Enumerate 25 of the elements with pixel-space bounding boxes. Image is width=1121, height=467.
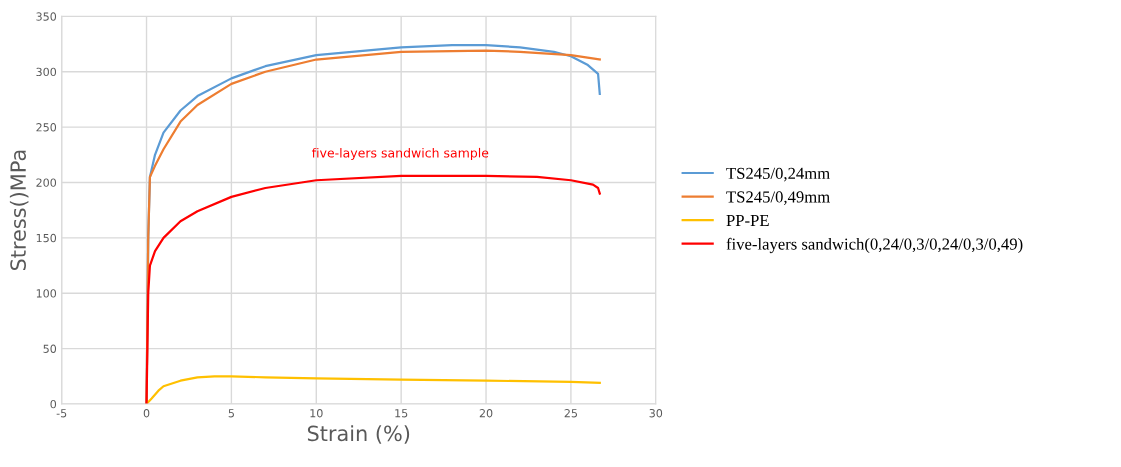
y-tick-label: 50 [43,344,57,353]
x-tick-label: 15 [395,409,408,418]
legend-label: PP-PE [726,215,769,226]
x-tick-label: 0 [143,409,150,418]
y-tick-label: 200 [36,178,57,187]
x-tick-label: 30 [649,409,663,418]
x-tick-label: 25 [564,409,578,418]
line-series [145,174,601,404]
x-tick-label: 5 [228,409,234,418]
x-tick-label: -5 [56,409,67,418]
line-series [145,375,601,404]
y-tick-label: 150 [36,233,57,243]
y-tick-label: 250 [36,123,57,132]
y-tick-label: 300 [36,67,57,77]
y-tick-label: 0 [50,399,57,409]
x-tick-label: 20 [479,409,493,418]
y-axis-title: Stress()MPa [9,150,29,271]
legend-label: five-layers sandwich(0,24/0,3/0,24/0,3/0,49) [726,237,1023,254]
y-tick-label: 100 [36,289,57,298]
x-axis-title: Strain (%) [307,425,410,444]
annotation: five-layers sandwich sample [311,147,489,160]
y-tick-label: 350 [36,12,57,21]
legend-label: TS245/0,24mm [726,167,830,182]
legend-label: TS245/0,49mm [726,191,830,205]
x-tick-label: 10 [310,409,323,418]
